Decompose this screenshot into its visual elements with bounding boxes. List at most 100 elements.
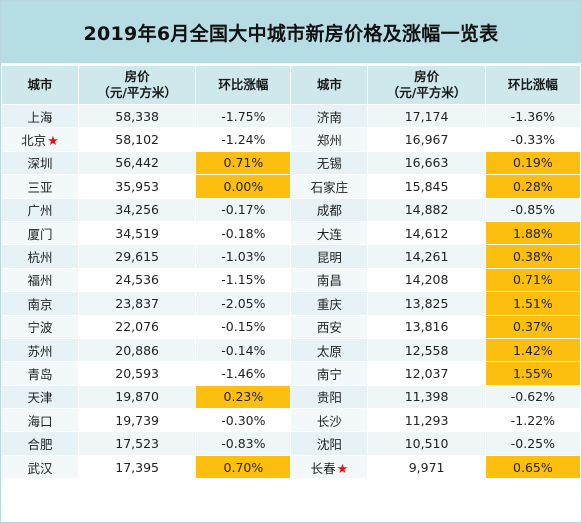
city-name: 宁波 bbox=[27, 320, 53, 336]
price-cell: 19,739 bbox=[77, 408, 197, 433]
table-row: 福州 24,536 -1.15% 南昌 14,208 0.71% bbox=[1, 267, 582, 293]
change-cell: 0.28% bbox=[484, 174, 582, 199]
city-cell: 南京 bbox=[1, 291, 79, 316]
city-cell: 南宁 bbox=[290, 361, 369, 386]
price-cell: 16,663 bbox=[367, 150, 486, 176]
change-cell: -0.62% bbox=[484, 384, 582, 410]
change-cell: -0.14% bbox=[195, 337, 292, 363]
title-bar: 2019年6月全国大中城市新房价格及涨幅一览表 bbox=[1, 1, 581, 65]
city-name: 天津 bbox=[27, 390, 53, 406]
city-cell: 大连 bbox=[290, 220, 369, 246]
change-cell: -1.46% bbox=[195, 361, 292, 386]
city-name: 南宁 bbox=[316, 366, 342, 382]
change-cell: -0.15% bbox=[195, 314, 292, 339]
change-cell: -1.03% bbox=[195, 244, 292, 269]
city-name: 南京 bbox=[27, 296, 53, 312]
price-cell: 20,886 bbox=[77, 337, 197, 363]
change-cell: 1.88% bbox=[484, 220, 582, 246]
city-name: 杭州 bbox=[27, 250, 53, 266]
city-name: 重庆 bbox=[316, 296, 342, 312]
price-cell: 20,593 bbox=[77, 361, 197, 386]
change-cell: -1.22% bbox=[484, 408, 582, 433]
city-name: 深圳 bbox=[27, 156, 53, 172]
city-cell: 成都 bbox=[290, 197, 369, 222]
city-cell: 西安 bbox=[290, 314, 369, 339]
change-cell: 0.19% bbox=[484, 150, 582, 176]
change-cell: 0.71% bbox=[484, 267, 582, 293]
city-name: 西安 bbox=[316, 320, 342, 336]
price-cell: 14,208 bbox=[367, 267, 486, 293]
city-cell: 济南 bbox=[290, 103, 369, 129]
city-cell: 贵阳 bbox=[290, 384, 369, 410]
table-row: 深圳 56,442 0.71% 无锡 16,663 0.19% bbox=[1, 150, 582, 176]
change-cell: -1.36% bbox=[484, 103, 582, 129]
change-cell: 0.37% bbox=[484, 314, 582, 339]
header-price-label: 房价 bbox=[124, 69, 150, 84]
price-cell: 13,825 bbox=[367, 291, 486, 316]
change-cell: -0.17% bbox=[195, 197, 292, 222]
change-cell: -2.05% bbox=[195, 291, 292, 316]
city-cell: 南昌 bbox=[290, 267, 369, 293]
change-cell: -0.30% bbox=[195, 408, 292, 433]
table-body: 上海 58,338 -1.75% 济南 17,174 -1.36% 北京★ 58,102 -1.… bbox=[1, 103, 582, 480]
price-cell: 9,971 bbox=[367, 454, 486, 480]
table-row: 三亚 35,953 0.00% 石家庄 15,845 0.28% bbox=[1, 174, 582, 199]
city-cell: 深圳 bbox=[1, 150, 79, 176]
city-cell: 北京★ bbox=[1, 127, 79, 152]
change-cell: 0.70% bbox=[195, 454, 292, 480]
change-cell: 1.51% bbox=[484, 291, 582, 316]
table-row: 合肥 17,523 -0.83% 沈阳 10,510 -0.25% bbox=[1, 431, 582, 456]
change-cell: 0.71% bbox=[195, 150, 292, 176]
price-cell: 13,816 bbox=[367, 314, 486, 339]
price-cell: 16,967 bbox=[367, 127, 486, 152]
city-cell: 沈阳 bbox=[290, 431, 369, 456]
price-cell: 24,536 bbox=[77, 267, 197, 293]
city-name: 石家庄 bbox=[310, 179, 349, 195]
price-cell: 14,882 bbox=[367, 197, 486, 222]
city-name: 北京 bbox=[21, 133, 47, 149]
city-cell: 天津 bbox=[1, 384, 79, 410]
price-cell: 58,338 bbox=[77, 103, 197, 129]
change-cell: -1.75% bbox=[195, 103, 292, 129]
city-name: 三亚 bbox=[27, 179, 53, 195]
city-cell: 长春★ bbox=[290, 454, 369, 480]
change-cell: 1.55% bbox=[484, 361, 582, 386]
header-city-right: 城市 bbox=[290, 65, 369, 105]
change-cell: -0.18% bbox=[195, 220, 292, 246]
city-name: 大连 bbox=[316, 226, 342, 242]
city-name: 郑州 bbox=[316, 133, 342, 149]
city-name: 合肥 bbox=[27, 437, 53, 453]
city-name: 广州 bbox=[27, 203, 53, 219]
city-name: 贵阳 bbox=[316, 390, 342, 406]
change-cell: 0.00% bbox=[195, 174, 292, 199]
price-cell: 56,442 bbox=[77, 150, 197, 176]
change-cell: 0.23% bbox=[195, 384, 292, 410]
city-cell: 昆明 bbox=[290, 244, 369, 269]
price-cell: 23,837 bbox=[77, 291, 197, 316]
table-row: 武汉 17,395 0.70% 长春★ 9,971 0.65% bbox=[1, 454, 582, 480]
table-row: 杭州 29,615 -1.03% 昆明 14,261 0.38% bbox=[1, 244, 582, 269]
price-cell: 11,398 bbox=[367, 384, 486, 410]
table-row: 广州 34,256 -0.17% 成都 14,882 -0.85% bbox=[1, 197, 582, 222]
table-row: 海口 19,739 -0.30% 长沙 11,293 -1.22% bbox=[1, 408, 582, 433]
city-cell: 无锡 bbox=[290, 150, 369, 176]
price-cell: 58,102 bbox=[77, 127, 197, 152]
price-cell: 10,510 bbox=[367, 431, 486, 456]
city-cell: 长沙 bbox=[290, 408, 369, 433]
city-name: 福州 bbox=[27, 273, 53, 289]
table-row: 宁波 22,076 -0.15% 西安 13,816 0.37% bbox=[1, 314, 582, 339]
city-name: 长春 bbox=[310, 460, 336, 476]
price-cell: 22,076 bbox=[77, 314, 197, 339]
city-cell: 上海 bbox=[1, 103, 79, 129]
header-city-left: 城市 bbox=[1, 65, 79, 105]
city-name: 无锡 bbox=[316, 156, 342, 172]
change-cell: -0.85% bbox=[484, 197, 582, 222]
city-cell: 苏州 bbox=[1, 337, 79, 363]
price-cell: 14,612 bbox=[367, 220, 486, 246]
city-name: 南昌 bbox=[316, 273, 342, 289]
change-cell: -0.33% bbox=[484, 127, 582, 152]
city-cell: 太原 bbox=[290, 337, 369, 363]
change-cell: -0.83% bbox=[195, 431, 292, 456]
table-row: 厦门 34,519 -0.18% 大连 14,612 1.88% bbox=[1, 220, 582, 246]
price-cell: 19,870 bbox=[77, 384, 197, 410]
